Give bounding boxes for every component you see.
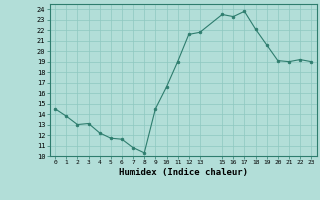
X-axis label: Humidex (Indice chaleur): Humidex (Indice chaleur) <box>119 168 248 177</box>
